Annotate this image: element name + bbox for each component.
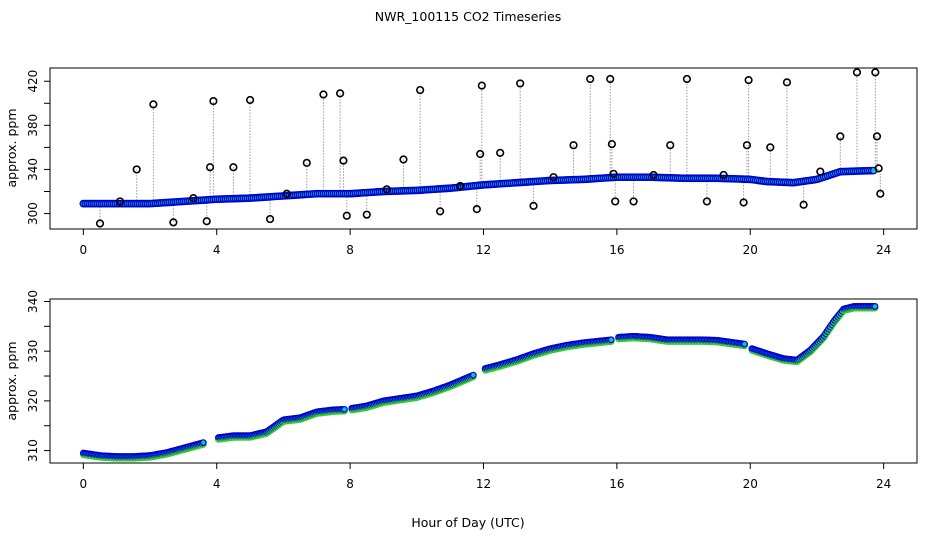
spike-point	[649, 170, 658, 180]
spike-point	[149, 100, 158, 109]
y-tick-label: 320	[26, 389, 40, 412]
upper-y-axis: 300 340 380 420	[26, 70, 50, 225]
spike-point	[516, 79, 525, 88]
spike-point	[871, 68, 880, 77]
spike-point	[872, 132, 882, 141]
y-tick-label: 300	[26, 202, 40, 225]
spike-point	[782, 78, 792, 87]
spike-point	[399, 155, 408, 164]
lower-y-axis-title: approx. ppm	[4, 341, 19, 420]
spike-point	[115, 197, 125, 206]
spike-point	[611, 197, 620, 206]
x-tick-label: 8	[346, 477, 354, 491]
spike-point	[189, 194, 198, 203]
x-tick-label: 16	[609, 243, 624, 257]
spike-point	[852, 68, 862, 77]
spike-point	[496, 148, 505, 158]
spike-point	[339, 156, 348, 165]
spike-point	[607, 139, 616, 149]
spike-point	[245, 95, 255, 105]
spike-point	[766, 143, 775, 152]
spike-point	[302, 158, 311, 167]
spike-point	[472, 205, 481, 214]
lower-point	[741, 340, 749, 348]
spike-point	[629, 197, 638, 206]
x-tick-label: 24	[876, 243, 891, 257]
x-tick-label: 0	[80, 243, 88, 257]
spike-point	[744, 76, 753, 85]
spike-point	[682, 74, 692, 84]
x-tick-label: 4	[213, 243, 221, 257]
spike-point	[549, 173, 558, 182]
spike-point	[416, 85, 425, 95]
spike-point	[205, 163, 215, 172]
x-tick-label: 20	[743, 477, 758, 491]
x-tick-label: 20	[743, 243, 758, 257]
spike-point	[836, 132, 845, 141]
spike-point	[666, 141, 675, 150]
spike-point	[382, 185, 391, 194]
y-tick-label: 340	[26, 158, 40, 181]
spike-point	[319, 90, 328, 99]
spike-point	[816, 167, 825, 176]
upper-y-axis-title: approx. ppm	[4, 108, 19, 187]
spike-point	[874, 164, 883, 173]
spike-point	[719, 170, 728, 180]
spike-point	[209, 96, 218, 106]
spike-point	[477, 81, 486, 90]
spike-point	[876, 189, 885, 198]
spike-point	[799, 200, 808, 209]
y-tick-label: 340	[26, 290, 40, 313]
spike-point	[702, 197, 712, 206]
x-tick-label: 8	[346, 243, 354, 257]
lower-x-axis: 0 4 8 12 16 20 24	[80, 463, 891, 491]
spike-point	[265, 214, 275, 224]
spike-point	[336, 89, 345, 98]
spike-points	[95, 68, 885, 228]
spike-point	[436, 207, 445, 216]
spike-point	[202, 217, 211, 226]
lower-point	[341, 405, 348, 413]
y-tick-label: 310	[26, 439, 40, 462]
spike-point	[742, 141, 752, 150]
spike-point	[282, 189, 291, 198]
x-axis-title: Hour of Day (UTC)	[411, 515, 524, 530]
x-tick-label: 12	[476, 243, 491, 257]
spike-point	[586, 74, 595, 84]
x-tick-label: 0	[80, 477, 88, 491]
spike-point	[529, 201, 538, 210]
baseline-series	[79, 166, 878, 208]
spike-point	[606, 74, 615, 84]
x-tick-label: 24	[876, 477, 891, 491]
upper-panel: 0 4 8 12 16 20 24 300 340 380 420 approx. ppm	[4, 67, 918, 257]
spike-point	[456, 181, 465, 191]
lower-point	[871, 303, 879, 310]
spike-point	[476, 149, 485, 159]
x-tick-label: 12	[476, 477, 491, 491]
spike-point	[739, 198, 748, 207]
lower-panel: 0 4 8 12 16 20 24 310 320 330 340 approx. ppm	[4, 290, 918, 491]
spike-point	[95, 219, 105, 228]
y-tick-label: 420	[26, 70, 40, 93]
spike-point	[169, 218, 178, 227]
spike-point	[342, 211, 351, 220]
y-tick-label: 330	[26, 340, 40, 363]
x-tick-label: 16	[609, 477, 624, 491]
lower-point	[469, 371, 477, 379]
spike-point	[229, 163, 238, 172]
spike-point	[569, 141, 578, 150]
zoomed-series	[79, 303, 879, 462]
spike-point	[132, 165, 141, 174]
lower-point	[199, 439, 207, 447]
spike-point	[609, 169, 618, 178]
lower-plot-frame	[49, 298, 918, 464]
figure-title: NWR_100115 CO2 Timeseries	[375, 9, 561, 24]
x-tick-label: 4	[213, 477, 221, 491]
y-tick-label: 380	[26, 114, 40, 137]
lower-point	[607, 336, 615, 344]
lower-y-axis: 310 320 330 340	[26, 290, 50, 462]
upper-x-axis: 0 4 8 12 16 20 24	[80, 229, 891, 257]
spike-point	[362, 210, 371, 219]
